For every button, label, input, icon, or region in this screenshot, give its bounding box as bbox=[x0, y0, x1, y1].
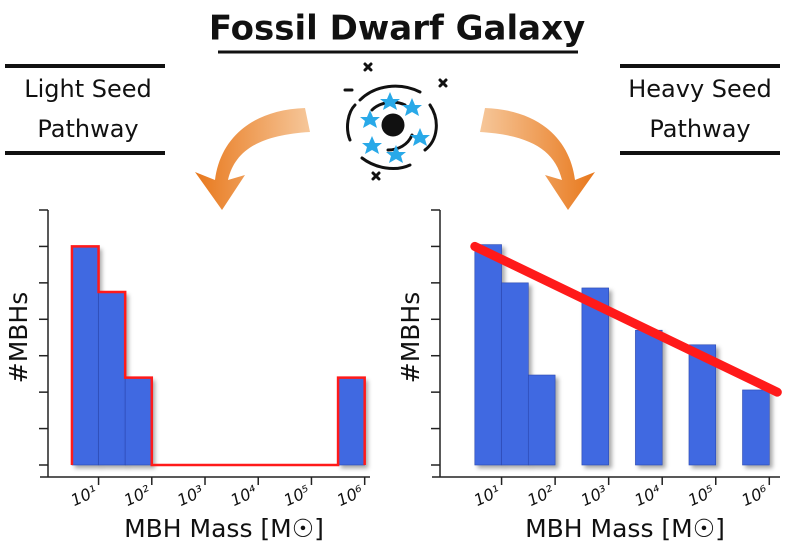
x-axis-label: MBH Mass [M☉] bbox=[124, 514, 324, 543]
bar bbox=[501, 282, 529, 466]
bar bbox=[98, 291, 126, 466]
x-tick-label: 10⁶ bbox=[334, 481, 367, 510]
arrow bbox=[480, 108, 595, 210]
arrow bbox=[195, 108, 310, 210]
step-outline bbox=[70, 245, 366, 467]
x-tick-label: 10⁶ bbox=[739, 481, 772, 510]
x-tick-label: 10¹ bbox=[471, 481, 503, 510]
pathway-label: Pathway bbox=[37, 115, 138, 143]
x-tick-label: 10² bbox=[524, 481, 557, 510]
bar bbox=[742, 389, 770, 466]
bar bbox=[528, 374, 556, 466]
bar bbox=[474, 244, 502, 466]
pathway-label: Light Seed bbox=[24, 75, 152, 103]
x-tick-label: 10⁵ bbox=[685, 481, 717, 510]
x-axis-label: MBH Mass [M☉] bbox=[525, 514, 725, 543]
x-tick-label: 10⁴ bbox=[631, 481, 664, 510]
galaxy-icon bbox=[343, 62, 448, 181]
bar bbox=[581, 287, 609, 466]
y-axis-label: #MBHs bbox=[4, 292, 33, 384]
x-tick-label: 10³ bbox=[174, 481, 206, 510]
x-tick-label: 10² bbox=[121, 481, 154, 510]
bar bbox=[635, 329, 663, 466]
x-tick-label: 10³ bbox=[578, 481, 610, 510]
pathway-label: Heavy Seed bbox=[628, 75, 772, 103]
x-tick-label: 10¹ bbox=[68, 481, 100, 510]
bar bbox=[124, 377, 153, 466]
bar bbox=[71, 246, 99, 466]
x-tick-label: 10⁵ bbox=[281, 481, 313, 510]
bar bbox=[337, 377, 365, 466]
y-axis-label: #MBHs bbox=[396, 292, 425, 384]
x-tick-label: 10⁴ bbox=[228, 481, 261, 510]
fit-line bbox=[470, 241, 782, 397]
pathway-label: Pathway bbox=[649, 115, 750, 143]
title: Fossil Dwarf Galaxy bbox=[209, 9, 585, 49]
